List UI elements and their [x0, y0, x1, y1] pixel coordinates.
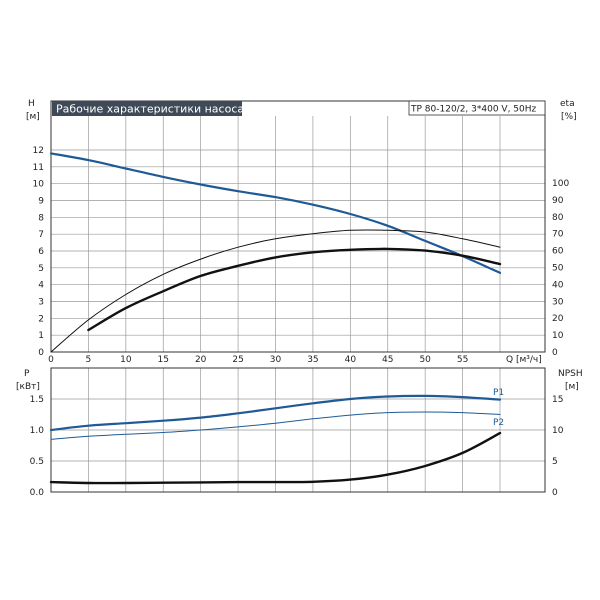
p-axis-unit: [кВт]: [16, 382, 40, 392]
series-eta-outer-curve: [50, 229, 501, 353]
h-tick-label: 8: [38, 213, 44, 223]
series-npsh-curve: [49, 431, 502, 485]
p-tick-label: 0.5: [30, 457, 44, 467]
npsh-axis-name: NPSH: [558, 369, 583, 379]
q-tick-label: 0: [48, 355, 54, 365]
h-tick-label: 0: [38, 348, 44, 358]
series-p2-curve: [50, 411, 501, 440]
h-tick-label: 5: [38, 264, 44, 274]
h-axis-unit: [м]: [26, 112, 40, 122]
h-tick-label: 6: [38, 247, 44, 257]
h-tick-label: 1: [38, 331, 44, 341]
series-eta-curve: [87, 247, 502, 332]
q-tick-label: 50: [419, 355, 431, 365]
chart-title-bar: [52, 101, 242, 116]
npsh-tick-label: 10: [552, 426, 564, 436]
upper-series: [49, 152, 502, 353]
h-tick-label: 4: [38, 281, 44, 291]
lower-grid: [51, 368, 545, 492]
eta-tick-label: 0: [552, 348, 558, 358]
p-tick-label: 1.5: [30, 395, 44, 405]
eta-tick-label: 80: [552, 213, 564, 223]
h-tick-label: 10: [33, 180, 45, 190]
q-tick-label: 10: [120, 355, 132, 365]
q-tick-label: 20: [195, 355, 207, 365]
lower-panel: P [кВт] NPSH [м] 0.0 0.5 1.0 1.5 0 5 10 15 P1 P…: [16, 367, 583, 498]
upper-grid: [51, 116, 545, 352]
q-tick-label: 15: [158, 355, 169, 365]
eta-tick-label: 10: [552, 331, 564, 341]
model-label: TP 80-120/2, 3*400 V, 50Hz: [410, 105, 537, 115]
h-tick-label: 2: [38, 314, 44, 324]
chart-title: Рабочие характеристики насоса: [56, 103, 244, 116]
upper-panel: Рабочие характеристики насоса TP 80-120/…: [26, 99, 577, 365]
p-tick-label: 0.0: [30, 488, 45, 498]
q-tick-label: 40: [345, 355, 357, 365]
p2-legend-label: P2: [493, 418, 504, 428]
eta-tick-label: 30: [552, 297, 564, 307]
npsh-axis-unit: [м]: [565, 382, 579, 392]
npsh-tick-label: 15: [552, 395, 563, 405]
h-axis-name: H: [28, 99, 35, 109]
q-axis-label: Q [м³/ч]: [506, 355, 542, 365]
p1-legend-label: P1: [493, 388, 504, 398]
p-axis-name: P: [24, 369, 30, 379]
lower-tick-labels: 0.0 0.5 1.0 1.5 0 5 10 15: [30, 395, 564, 498]
q-tick-label: 5: [86, 355, 92, 365]
q-tick-label: 45: [382, 355, 393, 365]
npsh-tick-label: 0: [552, 488, 558, 498]
eta-tick-label: 60: [552, 247, 564, 257]
eta-tick-label: 40: [552, 280, 564, 290]
upper-plot-frame: [50, 100, 546, 353]
p-tick-label: 1.0: [30, 426, 45, 436]
q-tick-label: 30: [270, 355, 282, 365]
eta-axis-unit: [%]: [561, 112, 577, 122]
q-tick-label: 35: [307, 355, 318, 365]
npsh-tick-label: 5: [552, 457, 558, 467]
eta-tick-label: 70: [552, 230, 564, 240]
eta-tick-label: 50: [552, 264, 564, 274]
model-label-box: [408, 100, 546, 116]
eta-axis-name: eta: [560, 99, 575, 109]
series-h-curve: [49, 152, 502, 274]
h-tick-label: 11: [33, 163, 44, 173]
h-tick-label: 9: [38, 197, 44, 207]
eta-tick-label: 100: [552, 179, 569, 189]
lower-series: [49, 394, 502, 485]
eta-tick-label: 20: [552, 314, 564, 324]
q-tick-label: 25: [232, 355, 243, 365]
h-tick-label: 12: [33, 146, 44, 156]
h-tick-label: 7: [38, 230, 44, 240]
eta-tick-label: 90: [552, 196, 564, 206]
series-p1-curve: [49, 394, 502, 432]
h-tick-label: 3: [38, 298, 44, 308]
q-tick-label: 55: [457, 355, 468, 365]
